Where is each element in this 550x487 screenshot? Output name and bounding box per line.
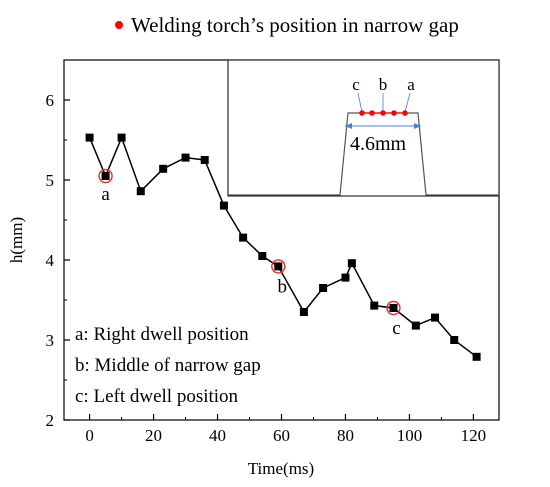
x-tick-label: 60 bbox=[273, 426, 290, 445]
data-point bbox=[117, 133, 126, 142]
x-tick-label: 120 bbox=[461, 426, 487, 445]
x-axis: 0 20 40 60 80 100 120 bbox=[85, 414, 486, 445]
y-axis-label: h(mm) bbox=[7, 217, 26, 263]
x-tick-label: 100 bbox=[397, 426, 423, 445]
legend-label: Welding torch’s position in narrow gap bbox=[131, 13, 459, 37]
annotation-a: a: Right dwell position bbox=[75, 324, 249, 345]
data-point bbox=[101, 172, 110, 180]
pointer-line-c bbox=[357, 92, 363, 113]
highlight-ring bbox=[386, 300, 401, 316]
highlight-ring bbox=[98, 168, 113, 184]
y-tick-label: 2 bbox=[46, 411, 55, 430]
data-point bbox=[136, 187, 145, 196]
data-point bbox=[411, 321, 420, 330]
inset-diagram: c b a 4.6mm bbox=[227, 59, 500, 197]
legend-marker bbox=[115, 21, 123, 29]
torch-dot bbox=[402, 110, 408, 116]
torch-dot bbox=[380, 110, 386, 116]
data-point bbox=[472, 352, 481, 361]
data-point bbox=[159, 164, 168, 173]
dimension-arrow-right bbox=[414, 123, 421, 129]
highlighted-points: a b c bbox=[98, 168, 401, 339]
inset-dimension-label: 4.6mm bbox=[350, 133, 407, 155]
data-point bbox=[200, 156, 209, 164]
series-markers bbox=[85, 133, 481, 361]
annotation-b: b: Middle of narrow gap bbox=[75, 355, 261, 376]
torch-dot bbox=[369, 110, 375, 116]
y-tick-label: 4 bbox=[46, 251, 55, 270]
y-tick-label: 6 bbox=[46, 91, 55, 110]
y-tick-label: 5 bbox=[46, 171, 55, 190]
x-tick-label: 80 bbox=[337, 426, 354, 445]
data-point bbox=[370, 301, 379, 310]
x-tick-label: 40 bbox=[209, 426, 226, 445]
highlight-ring bbox=[271, 259, 286, 274]
data-point bbox=[347, 259, 356, 268]
data-point bbox=[341, 273, 350, 282]
data-point bbox=[85, 133, 94, 142]
torch-dot bbox=[359, 110, 365, 116]
data-point bbox=[431, 313, 440, 322]
highlight-label: c bbox=[392, 318, 400, 339]
data-point bbox=[389, 304, 398, 312]
data-point bbox=[181, 153, 190, 162]
highlight-label: a bbox=[101, 184, 110, 205]
data-point bbox=[319, 284, 328, 292]
x-tick-label: 0 bbox=[85, 426, 94, 445]
legend: Welding torch’s position in narrow gap bbox=[115, 13, 459, 37]
inset-label-a: a bbox=[407, 75, 415, 94]
dimension-arrow-left bbox=[345, 123, 352, 129]
annotation-c: c: Left dwell position bbox=[75, 386, 239, 407]
data-point bbox=[299, 308, 308, 316]
x-tick-label: 20 bbox=[145, 426, 162, 445]
pointer-line-a bbox=[404, 92, 411, 113]
inset-label-b: b bbox=[379, 75, 388, 94]
data-point bbox=[450, 336, 459, 344]
highlight-label: b bbox=[278, 276, 288, 297]
data-point bbox=[258, 252, 267, 260]
data-point bbox=[219, 201, 228, 210]
inset-frame bbox=[227, 59, 500, 197]
data-point bbox=[274, 262, 283, 271]
y-tick-label: 3 bbox=[46, 331, 55, 350]
x-axis-label: Time(ms) bbox=[248, 459, 314, 478]
data-point bbox=[239, 233, 248, 242]
inset-label-c: c bbox=[352, 75, 360, 94]
torch-dot bbox=[391, 110, 397, 116]
y-axis: 2 3 4 5 6 bbox=[46, 91, 70, 430]
